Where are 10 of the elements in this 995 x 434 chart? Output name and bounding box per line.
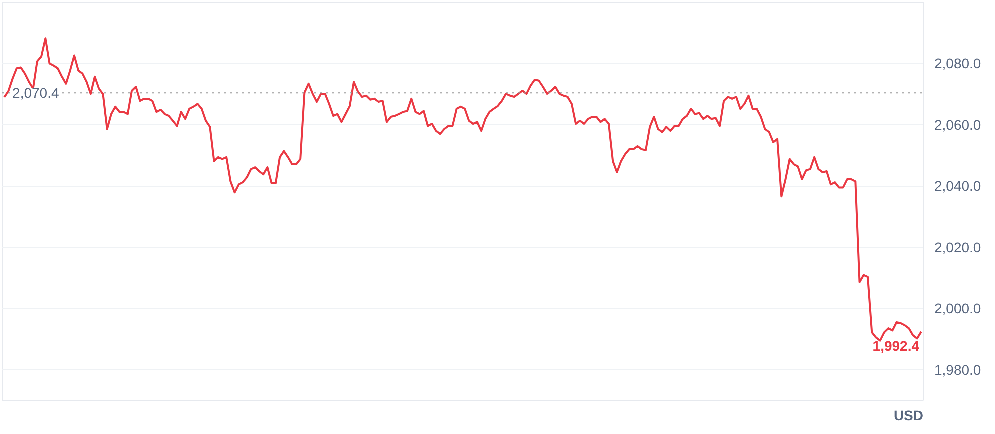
ref-line-label: 2,070.4 bbox=[12, 85, 60, 102]
text: USD bbox=[894, 408, 924, 424]
line-series bbox=[4, 38, 922, 342]
y-tick-label: 2,000.0 bbox=[934, 300, 982, 317]
annotation: 1,992.4 bbox=[872, 338, 920, 354]
y-tick-label: 1,980.0 bbox=[934, 362, 982, 378]
y-tick-label: 2,080.0 bbox=[934, 56, 982, 72]
y-tick-label: 2,040.0 bbox=[934, 178, 982, 194]
y-tick-label: 2,060.0 bbox=[934, 116, 982, 133]
y-tick-label: 2,020.0 bbox=[934, 239, 982, 256]
